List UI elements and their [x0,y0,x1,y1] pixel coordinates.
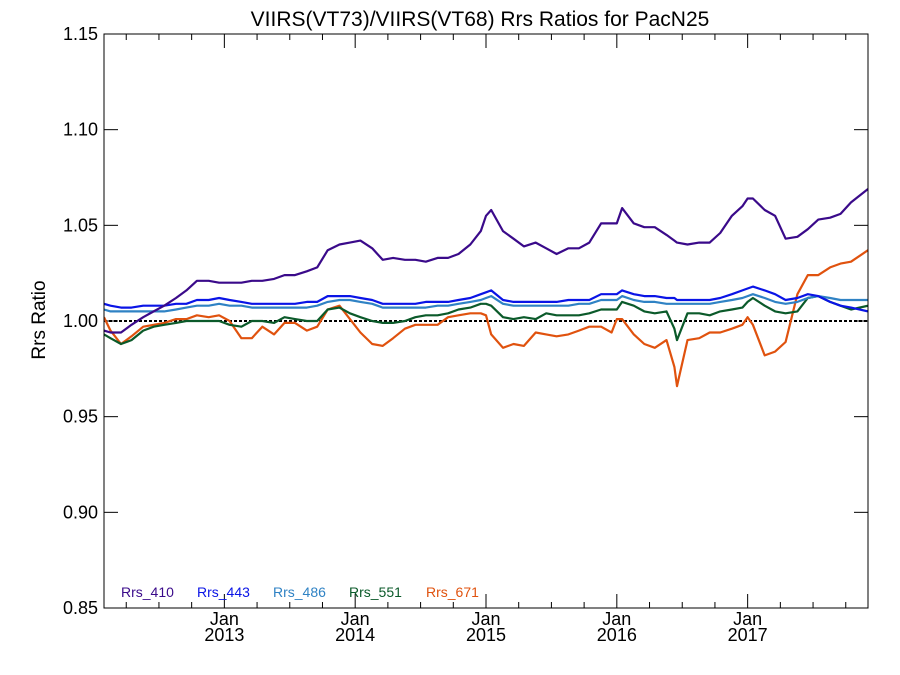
x-tick-label-month: Jan [733,609,762,629]
legend-label-rrs-671: Rrs_671 [426,584,479,600]
legend-label-rrs-443: Rrs_443 [197,584,250,600]
y-tick-label: 0.90 [63,502,98,522]
legend-label-rrs-410: Rrs_410 [121,584,174,600]
legend-label-rrs-551: Rrs_551 [349,584,402,600]
y-tick-label: 1.00 [63,311,98,331]
series-line-rrs-410 [104,188,868,334]
y-tick-label: 0.85 [63,598,98,618]
y-axis-label: Rrs Ratio [29,280,50,359]
y-tick-label: 1.10 [63,120,98,140]
series-line-rrs-443 [104,285,868,313]
x-tick-label-year: 2015 [466,625,506,645]
series-line-rrs-551 [104,295,868,346]
y-tick-label: 1.15 [63,24,98,44]
x-tick-label-month: Jan [341,609,370,629]
x-tick-label-year: 2016 [597,625,637,645]
plot-frame [103,33,869,609]
x-tick-label-month: Jan [210,609,239,629]
x-tick-label-year: 2017 [728,625,768,645]
x-tick-label-year: 2013 [204,625,244,645]
y-tick-label: 1.05 [63,215,98,235]
chart-title: VIIRS(VT73)/VIIRS(VT68) Rrs Ratios for P… [251,8,710,31]
series-line-rrs-671 [104,249,868,388]
legend-label-rrs-486: Rrs_486 [273,584,326,600]
x-tick-label-year: 2014 [335,625,375,645]
x-tick-label-month: Jan [471,609,500,629]
x-tick-label-month: Jan [602,609,631,629]
plot-area: 0.850.900.951.001.051.101.15Jan2013Jan20… [63,24,869,645]
y-tick-label: 0.95 [63,407,98,427]
series-line-rrs-486 [104,293,868,313]
